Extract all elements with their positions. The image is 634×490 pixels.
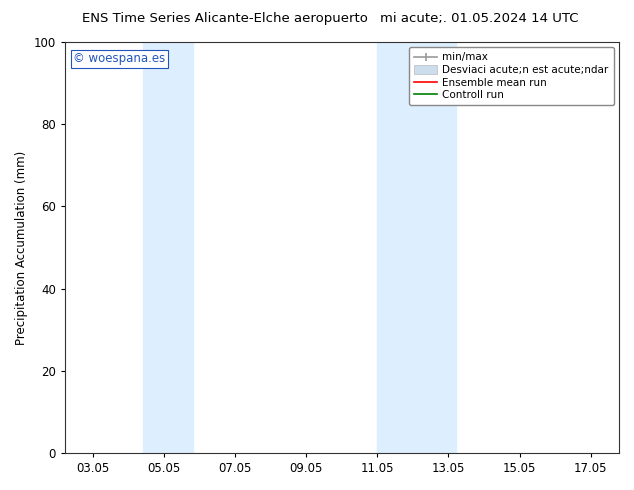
Text: mi acute;. 01.05.2024 14 UTC: mi acute;. 01.05.2024 14 UTC	[380, 12, 579, 25]
Text: ENS Time Series Alicante-Elche aeropuerto: ENS Time Series Alicante-Elche aeropuert…	[82, 12, 368, 25]
Text: © woespana.es: © woespana.es	[73, 52, 165, 65]
Legend: min/max, Desviaci acute;n est acute;ndar, Ensemble mean run, Controll run: min/max, Desviaci acute;n est acute;ndar…	[409, 47, 614, 105]
Bar	[377, 42, 456, 453]
Bar	[143, 42, 193, 453]
Y-axis label: Precipitation Accumulation (mm): Precipitation Accumulation (mm)	[15, 150, 28, 344]
